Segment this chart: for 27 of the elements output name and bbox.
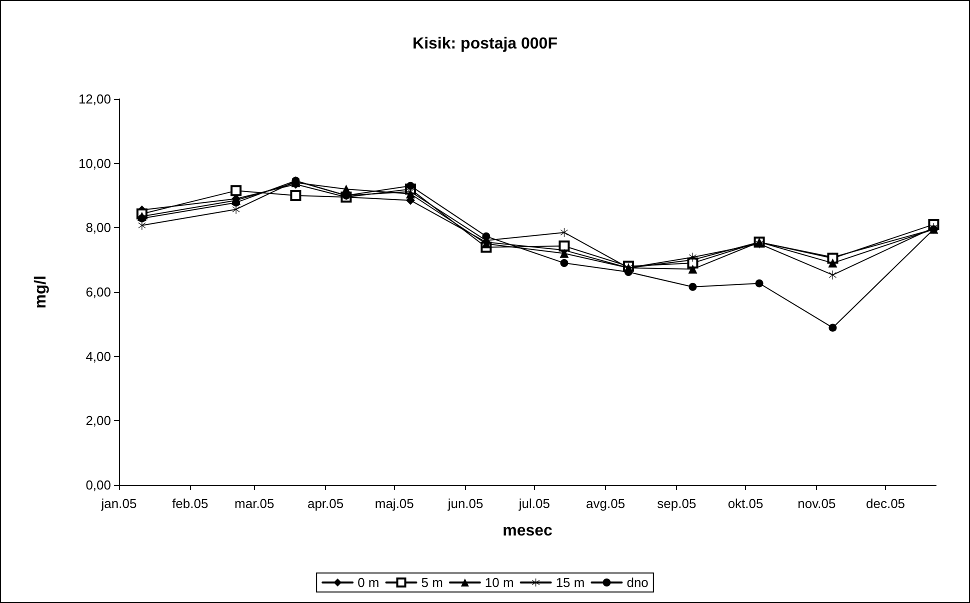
x-tick-label: mar.05: [234, 496, 274, 511]
x-tick-label: sep.05: [657, 496, 696, 511]
legend-label: 5 m: [421, 575, 443, 590]
x-tick-label: jan.05: [100, 496, 137, 511]
x-tick-label: dec.05: [866, 496, 906, 511]
y-tick-label: 8,00: [86, 220, 111, 236]
x-tick-label: okt.05: [728, 496, 764, 511]
y-tick-label: 10,00: [78, 156, 111, 171]
legend-label: 15 m: [556, 575, 585, 590]
chart-title: Kisik: postaja 000F: [412, 36, 558, 52]
x-tick-label: jul.05: [518, 496, 550, 511]
x-tick-label: jun.05: [446, 496, 484, 511]
y-tick-label: 2,00: [86, 413, 111, 428]
x-tick-label: apr.05: [307, 496, 344, 511]
legend-label: dno: [626, 575, 648, 590]
x-axis-title: mesec: [502, 522, 553, 540]
y-tick-label: 12,00: [78, 92, 111, 106]
legend-label: 0 m: [358, 575, 380, 590]
y-tick-label: 0,00: [86, 478, 111, 492]
y-tick-label: 4,00: [86, 348, 111, 364]
x-tick-label: feb.05: [172, 496, 208, 511]
legend-label: 10 m: [484, 575, 514, 590]
y-tick-label: 6,00: [86, 284, 111, 300]
x-tick-label: nov.05: [798, 496, 836, 511]
x-tick-label: maj.05: [374, 496, 414, 511]
y-axis-title: mg/l: [32, 276, 50, 308]
x-tick-label: avg.05: [586, 496, 626, 511]
